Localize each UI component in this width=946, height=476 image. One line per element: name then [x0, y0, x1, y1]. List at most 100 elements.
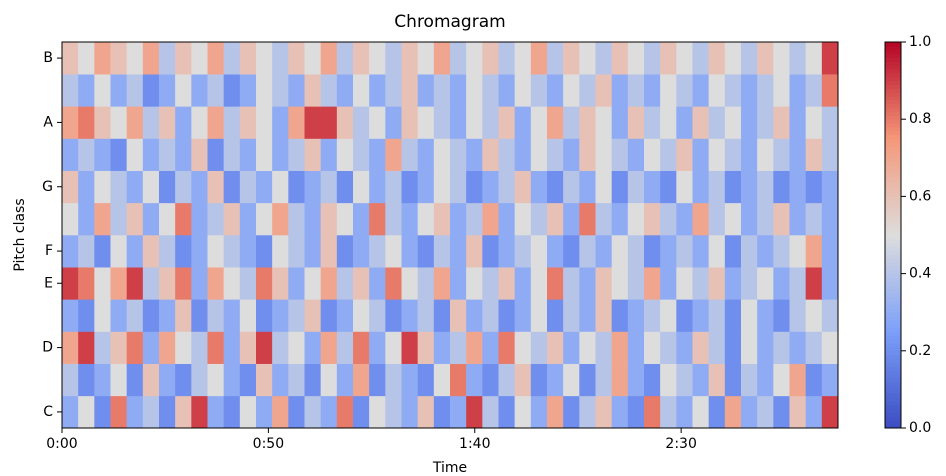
- heatmap-cell: [336, 395, 354, 429]
- colorbar-segment: [885, 273, 901, 278]
- heatmap-cell: [62, 395, 79, 429]
- heatmap-cell: [482, 331, 499, 364]
- colorbar-segment: [885, 177, 901, 182]
- y-tick-label: E: [44, 275, 53, 291]
- colorbar-segment: [885, 215, 901, 221]
- heatmap-cell: [644, 363, 661, 397]
- heatmap-cell: [530, 202, 548, 236]
- heatmap-cell: [595, 235, 612, 268]
- colorbar-segment: [885, 308, 901, 313]
- heatmap-cell: [660, 363, 677, 397]
- heatmap-cell: [724, 170, 742, 204]
- heatmap-cell: [175, 106, 192, 139]
- colorbar-segment: [885, 327, 901, 332]
- heatmap-cell: [482, 170, 499, 204]
- heatmap-cell: [724, 299, 742, 332]
- x-tick-label: 1:40: [459, 436, 490, 452]
- colorbar-segment: [885, 385, 901, 390]
- heatmap-cell: [272, 299, 289, 332]
- heatmap-cell: [353, 138, 370, 171]
- heatmap-cell: [724, 42, 742, 75]
- heatmap-cell: [401, 363, 418, 397]
- heatmap-cell: [805, 138, 823, 171]
- heatmap-cell: [126, 74, 144, 107]
- colorbar-segment: [885, 285, 901, 290]
- heatmap-cell: [78, 138, 95, 171]
- heatmap-cell: [272, 138, 289, 171]
- heatmap-cell: [62, 202, 79, 236]
- heatmap-cell: [466, 74, 483, 107]
- heatmap-cell: [466, 42, 483, 75]
- heatmap-cell: [708, 74, 726, 107]
- heatmap-cell: [256, 42, 273, 75]
- heatmap-cell: [142, 299, 160, 332]
- colorbar-segment: [885, 180, 901, 186]
- colorbar-segment: [885, 69, 901, 74]
- heatmap-cell: [256, 106, 273, 139]
- colorbar-segment: [885, 227, 901, 232]
- heatmap-cell: [708, 202, 726, 236]
- heatmap-cell: [191, 267, 208, 300]
- colorbar-segment: [885, 76, 901, 82]
- heatmap-cell: [708, 138, 726, 171]
- heatmap-cell: [498, 106, 515, 139]
- colorbar-segment: [885, 366, 901, 371]
- heatmap-cell: [433, 299, 451, 332]
- heatmap-cell: [498, 138, 515, 171]
- heatmap-cell: [223, 42, 241, 75]
- colorbar-segment: [885, 319, 901, 325]
- heatmap-cell: [272, 235, 289, 268]
- heatmap-cell: [644, 331, 661, 364]
- heatmap-cell: [336, 42, 354, 75]
- heatmap-cell: [789, 170, 806, 204]
- heatmap-cell: [482, 138, 499, 171]
- heatmap-cell: [644, 267, 661, 300]
- heatmap-cell: [644, 235, 661, 268]
- heatmap-cell: [159, 202, 176, 236]
- heatmap-cell: [660, 299, 677, 332]
- heatmap-cell: [627, 267, 645, 300]
- heatmap-cell: [773, 331, 790, 364]
- heatmap-cell: [288, 235, 305, 268]
- heatmap-cell: [272, 363, 289, 397]
- heatmap-cell: [385, 267, 402, 300]
- heatmap-cell: [547, 235, 564, 268]
- heatmap-cell: [142, 395, 160, 429]
- heatmap-cell: [353, 202, 370, 236]
- heatmap-cell: [369, 74, 386, 107]
- heatmap-cell: [417, 138, 435, 171]
- heatmap-cell: [660, 42, 677, 75]
- heatmap-cell: [78, 235, 95, 268]
- heatmap-cell: [708, 267, 726, 300]
- heatmap-cell: [547, 395, 564, 429]
- heatmap-cell: [142, 235, 160, 268]
- heatmap-cell: [175, 74, 192, 107]
- heatmap-cell: [126, 170, 144, 204]
- heatmap-cell: [708, 363, 726, 397]
- colorbar-segment: [885, 373, 901, 379]
- heatmap-cell: [78, 299, 95, 332]
- heatmap-cell: [708, 235, 726, 268]
- heatmap-cell: [256, 202, 273, 236]
- heatmap-cell: [514, 42, 532, 75]
- heatmap-cell: [159, 138, 176, 171]
- heatmap-cell: [611, 331, 629, 364]
- heatmap-cell: [110, 267, 127, 300]
- heatmap-cell: [385, 202, 402, 236]
- heatmap-cell: [256, 74, 273, 107]
- heatmap-cell: [563, 170, 580, 204]
- heatmap-cell: [757, 299, 774, 332]
- heatmap-cell: [595, 395, 612, 429]
- heatmap-cell: [94, 106, 111, 139]
- heatmap-cell: [94, 170, 111, 204]
- colorbar-segment: [885, 57, 901, 62]
- colorbar-segment: [885, 146, 901, 151]
- heatmap-cell: [239, 138, 257, 171]
- heatmap-cell: [547, 74, 564, 107]
- heatmap-cell: [724, 74, 742, 107]
- heatmap-cell: [676, 74, 693, 107]
- heatmap-cell: [724, 235, 742, 268]
- heatmap-cell: [320, 138, 338, 171]
- heatmap-cell: [676, 170, 693, 204]
- heatmap-cell: [126, 331, 144, 364]
